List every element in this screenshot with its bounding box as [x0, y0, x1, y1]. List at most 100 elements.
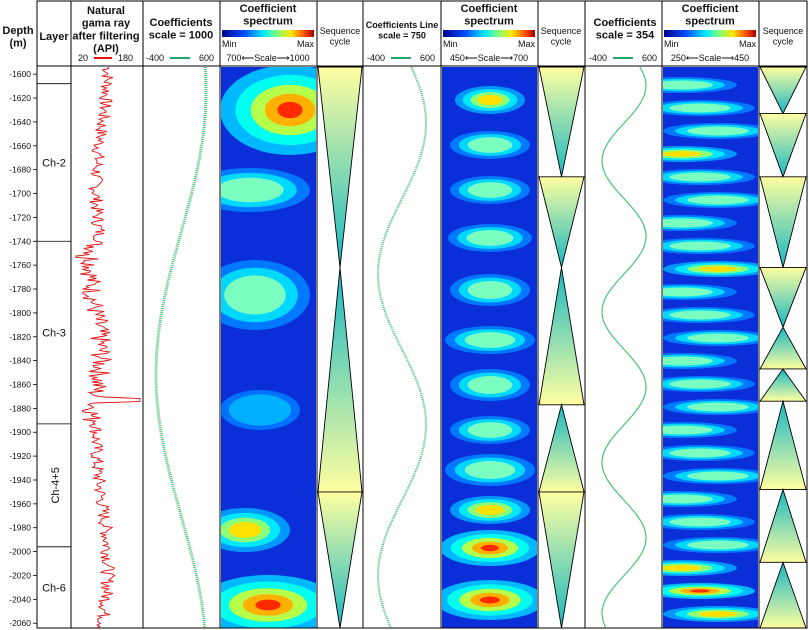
coef2-curve — [376, 66, 428, 628]
depth-tick-label: -1820 — [9, 332, 31, 342]
spectrum-blob — [467, 376, 513, 394]
depth-tick-label: -1860 — [9, 380, 31, 390]
cycle-triangle — [538, 176, 585, 268]
spectrum-blob — [669, 103, 731, 113]
gamma-min-label: 20 — [78, 53, 88, 63]
seq3-header: Sequence cycle — [763, 26, 804, 46]
coef2-header: Coefficients Line scale = 750 — [366, 20, 439, 40]
spectrum-blob — [224, 275, 286, 315]
cycle-triangle — [759, 176, 807, 268]
spectrum-blob — [687, 195, 749, 205]
cycle-triangle — [538, 66, 585, 177]
spectrum-blob — [228, 394, 292, 426]
spec1-colorbar — [222, 30, 314, 37]
cycle-triangle — [538, 491, 585, 629]
coef1-curve — [154, 66, 208, 628]
spec1-colorbar-max: Max — [297, 39, 315, 49]
spectrum-blob — [669, 448, 731, 458]
spec3-header: Coefficient spectrum — [682, 3, 739, 28]
spectrum-blob — [663, 218, 713, 228]
depth-tick-label: -1980 — [9, 523, 31, 533]
cycle-triangle — [759, 267, 807, 329]
spectrum-blob — [669, 172, 731, 182]
spectrum-blob — [687, 471, 749, 481]
coef3-header: Coefficients scale = 354 — [594, 17, 657, 42]
spec2-header: Coefficient spectrum — [461, 3, 518, 28]
spectrum-blob — [467, 422, 513, 438]
table-frame — [36, 0, 808, 629]
spectrum-blob — [481, 544, 499, 552]
sequence-cycle-layer — [317, 66, 807, 629]
spectrum-blob — [687, 402, 749, 412]
coef1-min-label: -400 — [146, 53, 164, 63]
spectrum-blob — [255, 599, 281, 611]
cycle-triangle — [759, 326, 807, 370]
cycle-triangle — [317, 66, 363, 268]
seq2-header: Sequence cycle — [541, 26, 582, 46]
spectrum-blob — [669, 379, 731, 389]
cycle-triangle — [759, 399, 807, 490]
layer-column: Ch-2 Ch-3 Ch-4+5 Ch-6 — [37, 83, 71, 594]
spec2-colorbar — [443, 30, 535, 37]
spectrum-blob — [698, 266, 738, 272]
spectrum-panel-2 — [442, 67, 537, 628]
gamma-max-label: 180 — [118, 53, 133, 63]
depth-tick-label: -1720 — [9, 212, 31, 222]
spectrum-blob — [277, 101, 303, 119]
spectrum-blob — [467, 182, 513, 198]
spectrum-blob — [663, 425, 713, 435]
spectrum-blob — [228, 522, 262, 538]
spectrum-blob — [698, 611, 738, 617]
coef2-max-label: 600 — [420, 53, 435, 63]
depth-tick-label: -2000 — [9, 547, 31, 557]
spectrum-blob — [464, 461, 516, 479]
cycle-triangle — [538, 267, 585, 406]
cycle-triangle — [759, 66, 807, 115]
coef3-curve — [601, 66, 647, 628]
depth-axis: -1600 -1620 -1640 -1660 -1680 -1700 -1720 -1740… — [9, 69, 37, 628]
spec2-colorbar-min: Min — [443, 39, 458, 49]
spectrum-blob — [475, 504, 505, 516]
spec1-header: Coefficient spectrum — [240, 3, 297, 28]
coef1-header: Coefficients scale = 1000 — [149, 17, 214, 42]
spectrum-blob — [480, 596, 500, 604]
spectrum-blob — [464, 332, 516, 348]
gamma-ray-curve — [75, 66, 141, 629]
spectrum-panel-1 — [221, 67, 316, 628]
spectrum-panel-3 — [663, 67, 758, 628]
spectrum-blob — [663, 565, 702, 571]
layer-label: Ch-6 — [42, 582, 66, 594]
cycle-triangle — [759, 113, 807, 179]
spectrum-blob — [687, 333, 749, 343]
depth-header: Depth (m) — [2, 25, 33, 50]
spectrum-blob — [669, 241, 731, 251]
cycle-triangle — [759, 488, 807, 563]
spec2-scale-label: 450⟵Scale⟶700 — [450, 53, 528, 63]
spectrum-blob — [221, 177, 284, 203]
depth-tick-label: -1880 — [9, 403, 31, 413]
cycle-triangle — [759, 368, 807, 402]
depth-tick-label: -2020 — [9, 570, 31, 580]
coef1-max-label: 600 — [199, 53, 214, 63]
coef2-min-label: -400 — [367, 53, 385, 63]
layer-label: Ch-2 — [42, 157, 66, 169]
spectrum-blob — [669, 310, 731, 320]
spec1-colorbar-min: Min — [222, 39, 237, 49]
cycle-triangle — [317, 267, 363, 493]
spectrum-blob — [690, 589, 710, 593]
depth-tick-label: -1760 — [9, 260, 31, 270]
coef3-min-label: -400 — [589, 53, 607, 63]
depth-tick-label: -1640 — [9, 117, 31, 127]
depth-tick-label: -1680 — [9, 165, 31, 175]
depth-tick-label: -1700 — [9, 189, 31, 199]
coef3-max-label: 600 — [642, 53, 657, 63]
spectrum-blob — [467, 137, 513, 153]
spectrum-blob — [466, 230, 514, 246]
gamma-header: Natural gama ray after filtering (API) — [72, 5, 139, 55]
cycle-triangle — [317, 491, 363, 629]
seq1-header: Sequence cycle — [320, 26, 361, 46]
depth-tick-label: -1840 — [9, 356, 31, 366]
cycle-triangle — [538, 402, 585, 493]
spec3-colorbar — [664, 30, 756, 37]
